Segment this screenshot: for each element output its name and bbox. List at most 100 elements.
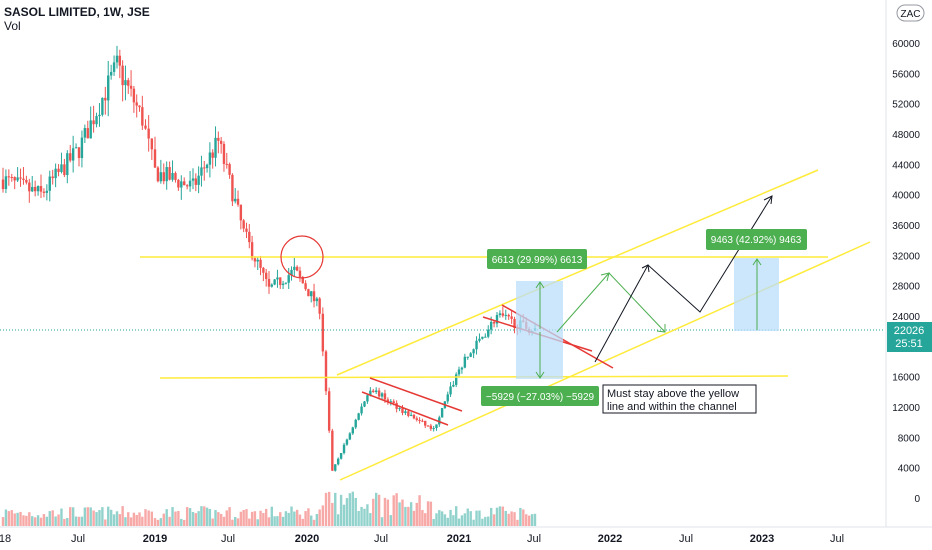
candle-body (304, 283, 307, 290)
volume-bar (124, 517, 127, 526)
candle-body (150, 138, 154, 150)
volume-bar (205, 507, 209, 526)
volume-bar (159, 518, 163, 526)
candle-body (98, 114, 101, 117)
projection-path-green[interactable] (556, 272, 666, 333)
note-line-2: line and within the channel (607, 401, 737, 413)
volume-bar (45, 516, 49, 526)
volume-bar (336, 514, 340, 526)
volume-bar (334, 492, 337, 526)
candle-body (432, 428, 435, 430)
volume-bar (132, 512, 136, 526)
candle-body (435, 424, 438, 429)
candle-body (460, 367, 464, 370)
volume-bar (57, 514, 60, 526)
candle-body (366, 395, 369, 402)
symbol-title[interactable]: SASOL LIMITED, 1W, JSE (4, 5, 150, 19)
red-channel-1-lower[interactable] (361, 391, 449, 426)
candle-body (118, 55, 122, 66)
support-line[interactable] (159, 375, 789, 379)
volume-bar (481, 518, 484, 526)
volume-bar (395, 493, 398, 526)
note-box[interactable] (602, 384, 757, 414)
candle-body (386, 399, 390, 402)
highlight-circle[interactable] (280, 235, 324, 279)
candle-body (121, 65, 124, 86)
candle-body (484, 336, 487, 338)
measure-arrowhead-up-2 (752, 258, 762, 266)
volume-bar (92, 510, 95, 526)
volume-bar (489, 507, 493, 526)
candle-body (13, 177, 16, 181)
volume-bar (16, 512, 19, 526)
volume-bar (327, 491, 331, 526)
volume-bar (31, 516, 34, 526)
measure-arrowhead-up-1 (535, 281, 545, 289)
volume-bar (404, 506, 407, 526)
candle-body (279, 277, 282, 285)
candle-body (245, 228, 248, 232)
candle-body (457, 369, 461, 375)
price-tick-label: 28000 (892, 282, 920, 293)
volume-bars (1, 491, 537, 526)
candle-body (165, 167, 168, 182)
candle-body (312, 291, 316, 302)
candle-body (42, 191, 46, 193)
volume-bar (304, 511, 307, 526)
volume-bar (339, 494, 343, 526)
volume-bar (398, 502, 401, 526)
volume-bar (513, 512, 516, 526)
volume-bar (115, 511, 119, 526)
candle-body (281, 283, 285, 285)
volume-bar (264, 508, 268, 526)
volume-bar (357, 511, 360, 526)
volume-bar (392, 495, 395, 526)
candle-body (415, 418, 418, 420)
candle-body (16, 177, 19, 181)
volume-bar (284, 511, 288, 526)
currency-badge-bg[interactable] (896, 4, 925, 22)
candle-body (354, 419, 357, 428)
candle-body (10, 176, 13, 178)
candle-body (228, 164, 231, 175)
price-axis[interactable]: 0400080001200016000200002400028000320003… (892, 39, 920, 505)
volume-bar (345, 498, 349, 526)
candle-body (162, 172, 165, 182)
channel-lower-line[interactable] (339, 241, 871, 481)
candle-body (54, 168, 57, 179)
volume-bar (77, 516, 81, 526)
candle-body (74, 147, 78, 149)
volume-bar (165, 509, 168, 526)
candle-body (51, 176, 54, 179)
time-axis[interactable]: 18 Jul 2019 Jul 2020 Jul 2021 Jul 2022 Jul 2023 Jul (0, 533, 844, 545)
volume-bar (185, 507, 189, 526)
volume-bar (121, 506, 124, 526)
volume-bar (200, 506, 203, 526)
red-channel-1-upper[interactable] (369, 377, 463, 412)
volume-bar (495, 507, 499, 526)
candle-body (342, 444, 346, 454)
price-tick-label: 24000 (892, 312, 920, 323)
volume-bar (424, 513, 427, 526)
projection-arrowhead-green-1 (600, 272, 610, 282)
candle-body (69, 153, 72, 161)
candle-body (80, 137, 84, 159)
candle-body (513, 318, 516, 329)
volume-bar (530, 514, 534, 526)
time-tick-label: Jul (374, 533, 388, 545)
volume-bar (504, 510, 507, 526)
volume-bar (86, 507, 89, 526)
volume-bar (107, 506, 110, 526)
volume-bar (191, 511, 195, 526)
projection-path-black[interactable] (594, 195, 773, 363)
volume-bar (156, 519, 160, 526)
volume-bar (331, 502, 334, 526)
volume-bar (525, 514, 528, 526)
candle-body (372, 390, 375, 393)
volume-bar (472, 519, 475, 526)
candle-body (147, 128, 150, 139)
channel-upper-line[interactable] (336, 169, 819, 376)
candle-body (7, 176, 11, 178)
volume-bar (183, 519, 186, 526)
